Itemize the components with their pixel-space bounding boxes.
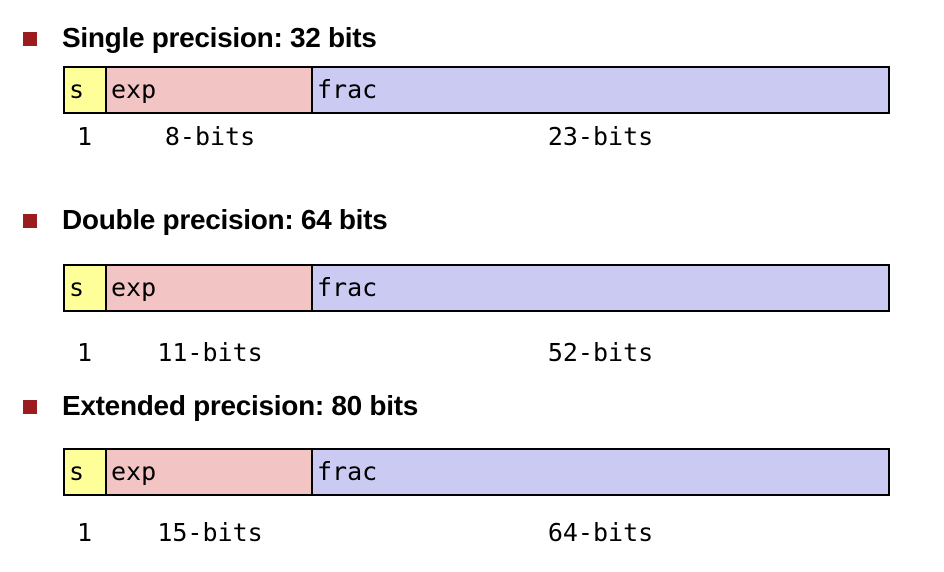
fraction-size-label: 52-bits bbox=[547, 338, 654, 367]
exponent-size-label: 11-bits bbox=[157, 338, 263, 367]
sign-size-label: 1 bbox=[77, 338, 93, 367]
sign-size-label: 1 bbox=[77, 518, 93, 547]
extended-precision-bit-layout: s exp frac bbox=[63, 448, 890, 496]
fraction-field: frac bbox=[313, 68, 888, 112]
single-precision-bit-layout: s exp frac bbox=[63, 66, 890, 114]
exponent-field: exp bbox=[107, 450, 313, 494]
single-precision-heading: Single precision: 32 bits bbox=[62, 22, 377, 53]
exponent-field: exp bbox=[107, 68, 313, 112]
double-precision-heading: Double precision: 64 bits bbox=[62, 204, 388, 235]
sign-field: s bbox=[65, 68, 107, 112]
extended-precision-heading: Extended precision: 80 bits bbox=[62, 390, 418, 421]
sign-field: s bbox=[65, 266, 107, 310]
fraction-size-label: 23-bits bbox=[547, 122, 654, 151]
fraction-size-label: 64-bits bbox=[547, 518, 654, 547]
sign-field: s bbox=[65, 450, 107, 494]
bullet-square-icon bbox=[23, 32, 37, 46]
bullet-square-icon bbox=[23, 214, 37, 228]
bullet-square-icon bbox=[23, 400, 37, 414]
sign-size-label: 1 bbox=[77, 122, 93, 151]
exponent-size-label: 8-bits bbox=[164, 122, 256, 151]
exponent-size-label: 15-bits bbox=[157, 518, 263, 547]
double-precision-bit-layout: s exp frac bbox=[63, 264, 890, 312]
exponent-field: exp bbox=[107, 266, 313, 310]
fraction-field: frac bbox=[313, 450, 888, 494]
fraction-field: frac bbox=[313, 266, 888, 310]
